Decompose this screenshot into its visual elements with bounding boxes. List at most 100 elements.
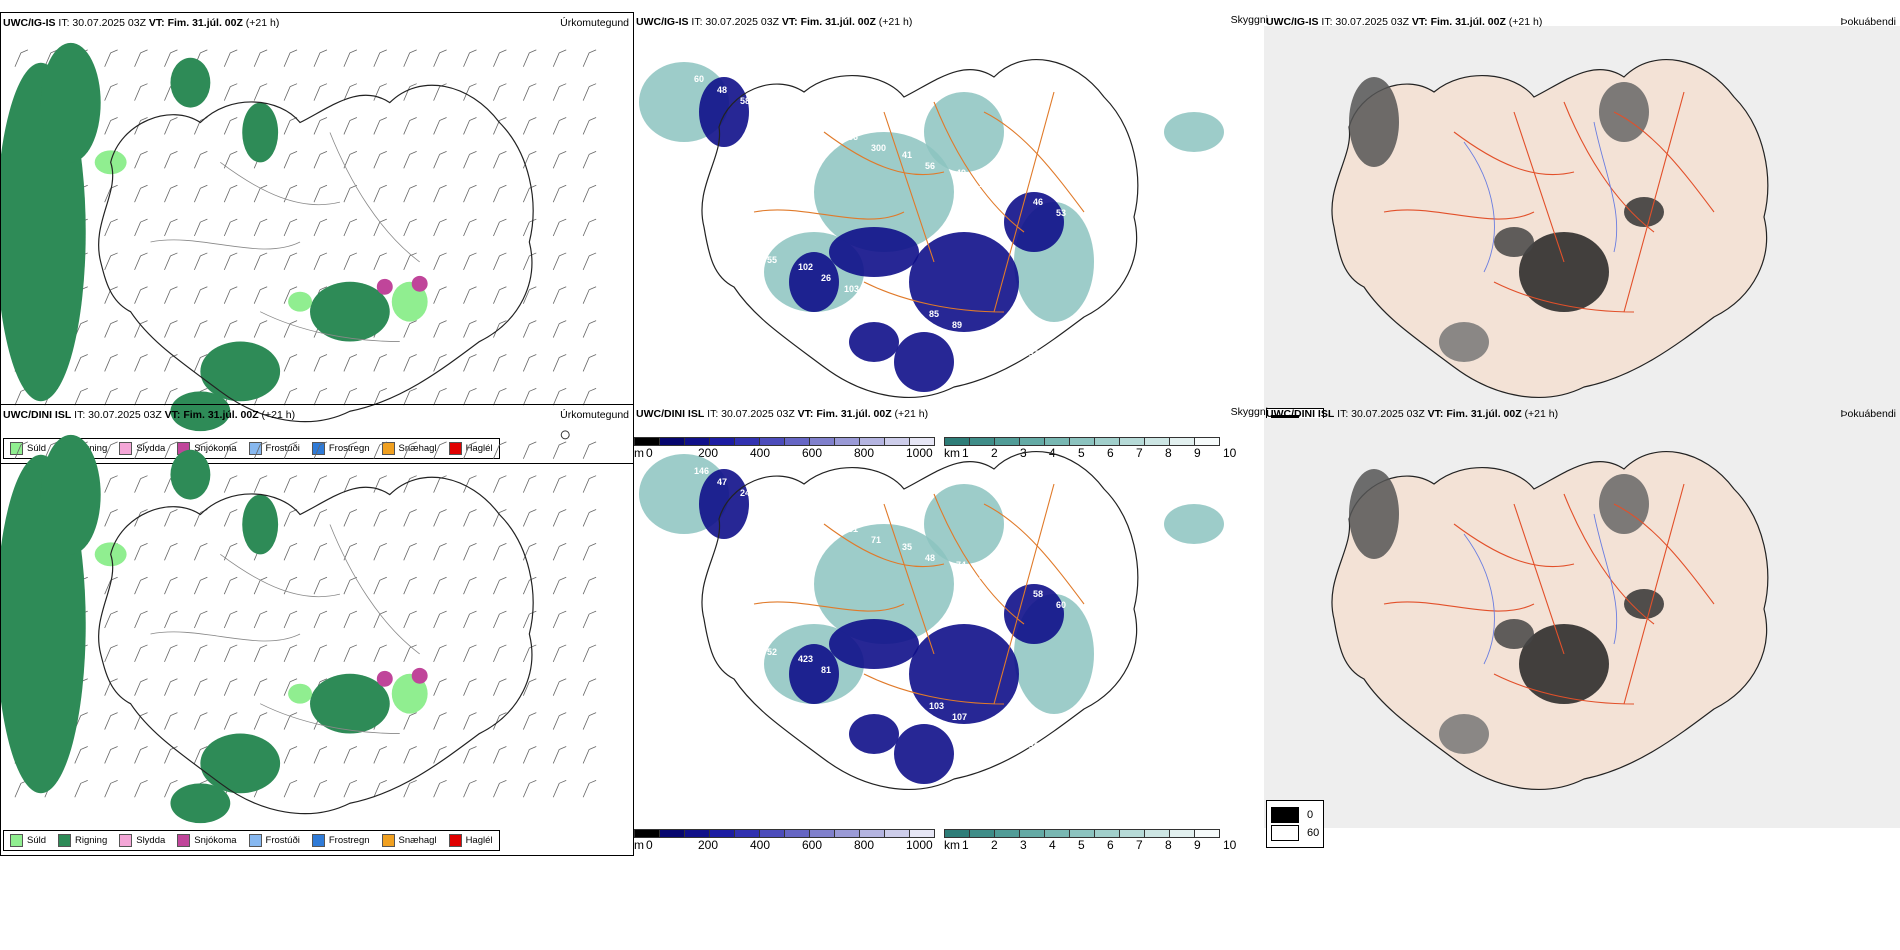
wind-barb (104, 644, 118, 663)
cloudbase-tick-label: 6 (1107, 838, 1114, 852)
cloudbase-tick-label: 10 (1223, 446, 1237, 460)
wind-barb (253, 286, 268, 304)
wind-barb (343, 387, 358, 406)
height-value-label: 56 (925, 161, 935, 171)
wind-barb (373, 576, 387, 595)
wind-barb (522, 543, 537, 561)
wind-barb (223, 475, 238, 493)
wind-barb (313, 354, 328, 372)
visibility-legend: 0 60 (1266, 800, 1325, 848)
wind-barb (493, 117, 507, 135)
wind-barb (403, 387, 417, 406)
legend-swatch (58, 834, 72, 847)
low-visibility-area (1599, 82, 1649, 142)
height-value-label: 67 (1106, 78, 1116, 88)
wind-barb (552, 678, 567, 696)
wind-barb (433, 387, 447, 406)
visibility-title: Skyggni (1230, 406, 1268, 418)
wind-barb (343, 644, 358, 663)
cloudbase-area (924, 484, 1004, 564)
fog-header: UWC/DINI ISL IT: 30.07.2025 03Z VT: Fim.… (1266, 408, 1559, 420)
legend-label: Slydda (136, 835, 166, 846)
precip-legend-item: Súld (10, 834, 46, 847)
wind-barb (582, 543, 597, 561)
precip-area (242, 494, 279, 555)
wind-barb (403, 712, 417, 730)
height-value-label: 52 (767, 647, 777, 657)
wind-barb (493, 678, 507, 696)
cloudbase-area (814, 524, 954, 644)
wind-barb (194, 320, 208, 338)
height-colorbar-cell (760, 437, 785, 446)
wind-barb (194, 151, 208, 169)
height-value-label: 81 (821, 665, 831, 675)
height-colorbar-cell (835, 829, 860, 838)
legend-label: Snjókoma (194, 835, 237, 846)
wind-barb (552, 576, 567, 595)
height-area (1004, 192, 1064, 252)
wind-barb (283, 49, 298, 67)
wind-barb (223, 218, 238, 237)
wind-barb (433, 184, 447, 203)
wind-barb (134, 678, 148, 696)
wind-barb (164, 184, 178, 203)
height-value-label: 41 (902, 150, 912, 160)
wind-barb (582, 49, 597, 67)
wind-barb (253, 610, 268, 629)
precip-area (242, 102, 279, 163)
wind-barb (493, 746, 507, 764)
wind-barb (194, 354, 208, 372)
height-colorbar-cell (885, 437, 910, 446)
cloudbase-tick-label: 1 (962, 446, 969, 460)
precip-type-panel: UWC/DINI ISL IT: 30.07.2025 03Z VT: Fim.… (0, 404, 634, 856)
height-panel: 146 200 74 55 423 103 77 45 35 58 55 97 48 47 81 37 53 81… (634, 404, 1270, 856)
wind-barb (134, 49, 148, 67)
precip-area (170, 57, 211, 108)
wind-barb (343, 117, 358, 135)
wind-barb (582, 610, 597, 629)
wind-barb (134, 83, 148, 101)
wind-barb (194, 252, 208, 271)
wind-barb (194, 678, 208, 696)
height-colorbar-cell (810, 437, 835, 446)
wind-barb (373, 610, 387, 629)
wind-barb (343, 746, 358, 764)
wind-barb (253, 441, 268, 459)
wind-barb (582, 252, 597, 271)
wind-barb (493, 151, 507, 169)
wind-barb (134, 252, 148, 271)
precip-area (391, 281, 428, 322)
height-value-label: 86 (713, 629, 723, 639)
wind-barb (522, 320, 537, 338)
height-colorbar-cell (785, 829, 810, 838)
height-value-label: 58 (1033, 589, 1043, 599)
wind-barb (104, 83, 118, 101)
wind-barb (403, 779, 417, 798)
height-area (789, 644, 839, 704)
precip-type-map (1, 42, 597, 432)
precip-legend-item: Snæhagl (381, 442, 437, 455)
wind-barb (552, 543, 567, 561)
wind-barb (582, 509, 597, 527)
wind-barb (403, 354, 417, 372)
wind-barb (552, 441, 567, 459)
legend-swatch (311, 834, 325, 847)
valid-time-label: VT: (164, 409, 181, 421)
legend-swatch (448, 834, 462, 847)
cloudbase-unit: km (944, 838, 960, 852)
wind-barb (433, 543, 447, 561)
height-value-label: 87 (1083, 367, 1093, 377)
precip-title: Úrkomutegund (560, 17, 629, 29)
wind-barb (463, 320, 477, 338)
height-value-label: 303 (1002, 582, 1017, 592)
precip-legend: Súld Rigning Slydda Snjókoma Frostúði Frostre… (3, 830, 500, 851)
precip-area (40, 42, 101, 163)
precip-area (200, 341, 281, 402)
wind-barb (134, 576, 148, 595)
model-name: UWC/DINI ISL (3, 409, 72, 421)
cloudbase-colorbar-cell (1145, 437, 1170, 446)
wind-barb (283, 712, 298, 730)
wind-barb (522, 779, 537, 798)
wind-barb (313, 644, 328, 663)
wind-barb (253, 218, 268, 237)
